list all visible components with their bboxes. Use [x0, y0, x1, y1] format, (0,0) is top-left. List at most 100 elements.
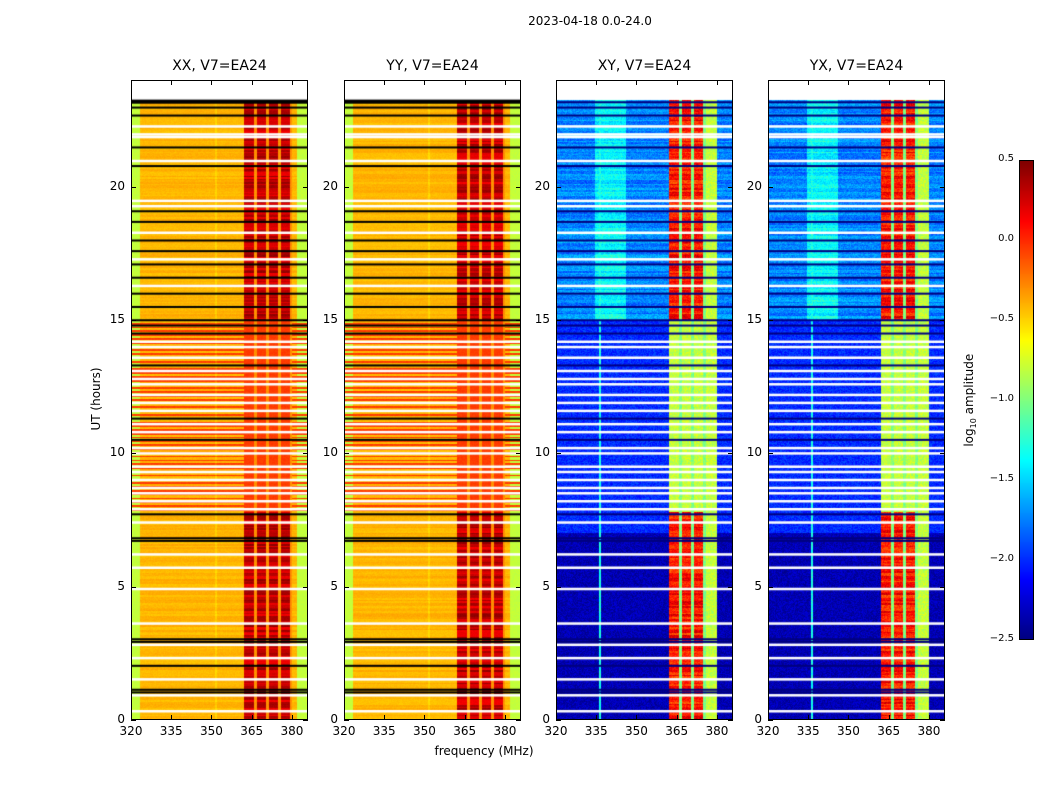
x-tick-label: 320 — [332, 724, 356, 738]
x-tick-label: 350 — [837, 724, 860, 738]
y-tick-mark — [556, 186, 561, 188]
x-tick-mark — [808, 80, 810, 85]
y-tick-mark — [728, 320, 733, 321]
colorbar-tick-label: 0.5 — [998, 153, 1014, 164]
x-tick-mark — [211, 80, 213, 85]
heatmap-panel-yx — [768, 80, 945, 720]
x-tick-label: 335 — [372, 724, 396, 738]
x-tick-mark — [251, 715, 253, 720]
y-tick-mark — [768, 720, 773, 721]
x-tick-label: 350 — [200, 724, 223, 738]
x-tick-mark — [464, 715, 466, 720]
x-tick-mark — [596, 715, 598, 720]
y-tick-label: 0 — [754, 712, 762, 726]
y-tick-mark — [131, 586, 136, 588]
x-tick-mark — [808, 715, 810, 720]
y-tick-label: 10 — [534, 445, 550, 460]
y-tick-mark — [516, 586, 521, 588]
y-tick-mark — [728, 453, 733, 455]
y-tick-mark — [344, 320, 349, 321]
x-tick-mark — [768, 715, 769, 720]
x-tick-label: 380 — [493, 724, 517, 738]
x-tick-mark — [716, 80, 718, 85]
x-tick-mark — [848, 80, 850, 85]
x-tick-mark — [888, 715, 890, 720]
y-tick-mark — [516, 186, 521, 188]
x-tick-label: 365 — [453, 724, 477, 738]
colorbar-tick-label: −2.0 — [989, 553, 1014, 564]
panel-title: XX, V7=EA24 — [172, 58, 267, 74]
y-tick-mark — [131, 720, 136, 721]
y-tick-mark — [303, 320, 308, 321]
x-tick-mark — [504, 80, 506, 85]
y-tick-mark — [516, 720, 521, 721]
x-tick-label: 320 — [544, 724, 568, 738]
x-tick-mark — [504, 715, 506, 720]
y-tick-label: 10 — [109, 445, 125, 460]
y-tick-mark — [303, 586, 308, 588]
x-tick-label: 365 — [665, 724, 689, 738]
x-tick-mark — [556, 80, 557, 85]
x-tick-mark — [384, 80, 386, 85]
x-tick-mark — [291, 715, 293, 720]
y-tick-mark — [516, 320, 521, 321]
x-tick-mark — [768, 80, 769, 85]
y-tick-mark — [940, 186, 945, 188]
x-tick-mark — [888, 80, 890, 85]
x-tick-label: 365 — [240, 724, 264, 738]
x-tick-label: 320 — [756, 724, 780, 738]
y-tick-mark — [303, 720, 308, 721]
colorbar-tick-label: −1.0 — [989, 393, 1014, 404]
y-tick-mark — [303, 186, 308, 188]
panel-title: XY, V7=EA24 — [597, 58, 692, 74]
heatmap-cells — [132, 81, 307, 719]
y-tick-mark — [131, 320, 136, 321]
y-tick-mark — [344, 186, 349, 188]
y-tick-mark — [131, 186, 136, 188]
panel-title: YY, V7=EA24 — [386, 58, 479, 74]
colorbar-tick-label: −2.5 — [989, 633, 1014, 644]
x-tick-mark — [424, 80, 426, 85]
y-tick-label: 0 — [330, 712, 338, 726]
y-tick-mark — [516, 453, 521, 455]
x-tick-mark — [424, 715, 426, 720]
y-tick-label: 5 — [542, 578, 550, 593]
y-tick-mark — [940, 586, 945, 588]
y-tick-mark — [131, 453, 136, 455]
y-tick-mark — [768, 320, 773, 321]
x-tick-mark — [344, 80, 345, 85]
x-tick-mark — [636, 715, 638, 720]
y-tick-mark — [344, 453, 349, 455]
x-tick-label: 365 — [877, 724, 901, 738]
y-tick-mark — [940, 720, 945, 721]
y-axis-label: UT (hours) — [89, 367, 103, 431]
x-tick-mark — [251, 80, 253, 85]
x-tick-label: 335 — [159, 724, 183, 738]
y-tick-label: 5 — [754, 578, 762, 593]
colorbar-label: log10 amplitude — [961, 353, 979, 447]
y-tick-mark — [556, 586, 561, 588]
y-tick-mark — [768, 586, 773, 588]
y-tick-label: 15 — [322, 312, 338, 326]
y-tick-mark — [728, 186, 733, 188]
y-tick-label: 0 — [542, 712, 550, 726]
y-tick-label: 20 — [322, 178, 338, 193]
y-tick-label: 5 — [117, 578, 125, 593]
x-tick-mark — [676, 715, 678, 720]
y-tick-mark — [303, 453, 308, 455]
y-tick-label: 10 — [746, 445, 762, 460]
heatmap-cells — [769, 81, 944, 719]
y-tick-label: 20 — [746, 178, 762, 193]
x-tick-mark — [464, 80, 466, 85]
x-tick-label: 335 — [584, 724, 608, 738]
heatmap-panel-yy — [344, 80, 521, 720]
x-tick-mark — [676, 80, 678, 85]
y-tick-label: 20 — [109, 178, 125, 193]
x-tick-label: 320 — [119, 724, 143, 738]
heatmap-cells — [557, 81, 732, 719]
x-tick-mark — [596, 80, 598, 85]
x-tick-label: 380 — [917, 724, 941, 738]
y-tick-label: 15 — [534, 312, 550, 326]
y-tick-mark — [728, 586, 733, 588]
